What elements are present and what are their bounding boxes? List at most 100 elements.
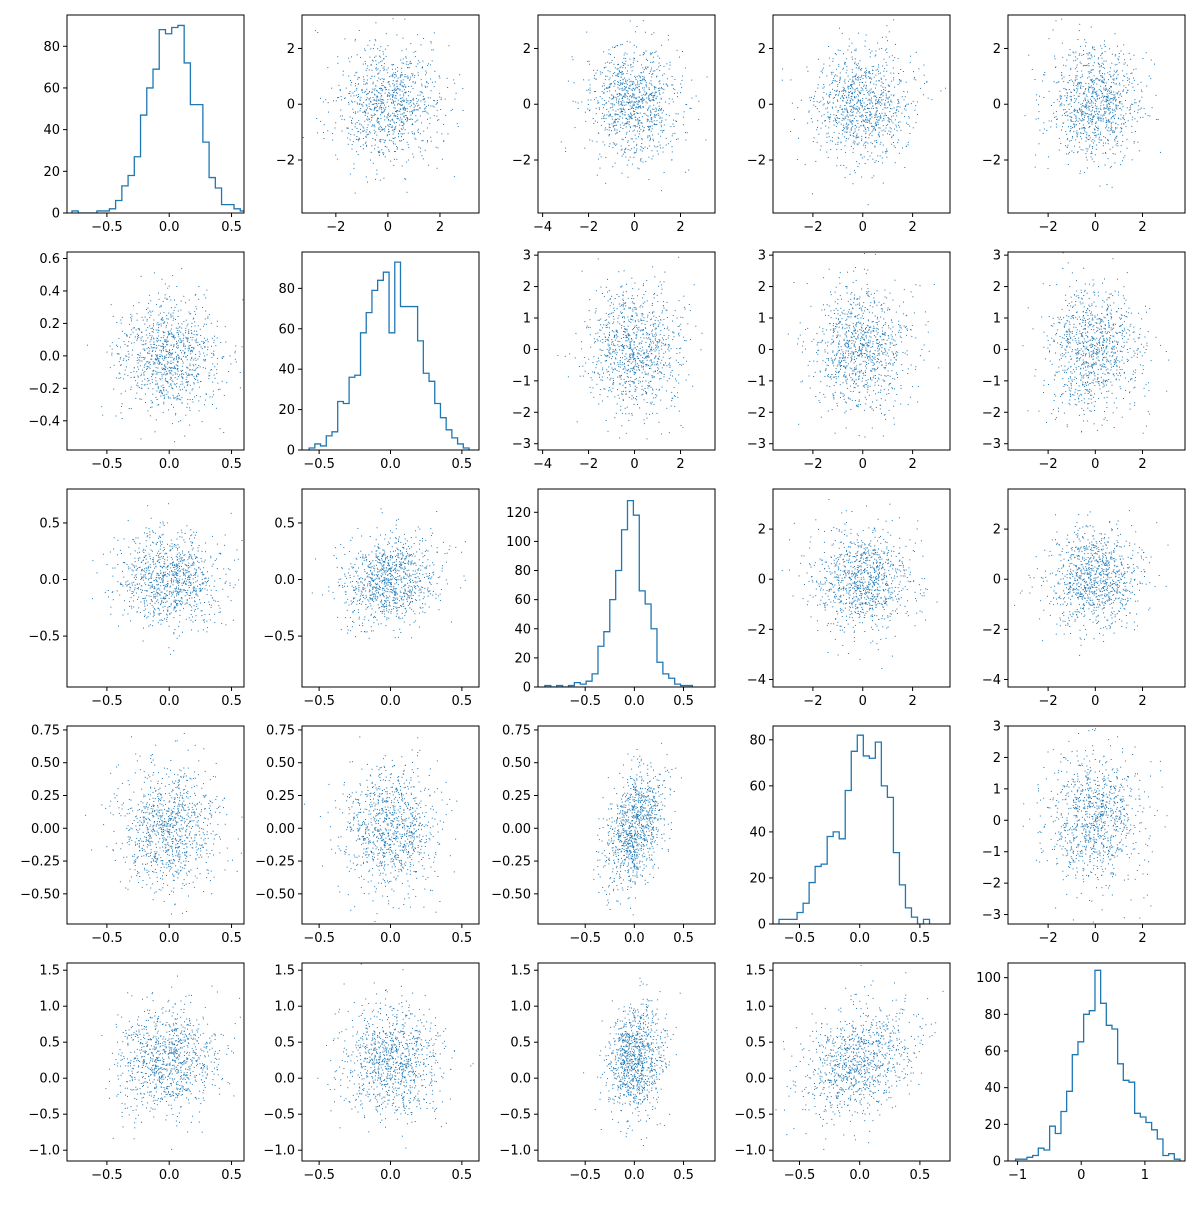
scatter-point [348,104,349,105]
scatter-point [149,333,150,334]
scatter-point [192,399,193,400]
scatter-point [144,324,145,325]
scatter-point [389,134,390,135]
scatter-point [615,80,616,81]
scatter-point [341,96,342,97]
scatter-point [388,129,389,130]
scatter-point [654,116,655,117]
scatter-point [1077,75,1078,76]
scatter-point [1130,73,1131,74]
scatter-point [827,112,828,113]
scatter-point [891,95,892,96]
scatter-point [852,77,853,78]
scatter-point [136,340,137,341]
scatter-point [877,108,878,109]
scatter-point [880,73,881,74]
scatter-point [423,158,424,159]
scatter-point [170,357,171,358]
scatter-point [812,193,813,194]
scatter-point [850,100,851,101]
x-tick-label: 2 [676,220,684,235]
scatter-point [825,126,826,127]
scatter-point [633,114,634,115]
scatter-point [633,125,634,126]
scatter-point [212,363,213,364]
scatter-point [1127,65,1128,66]
scatter-point [137,376,138,377]
scatter-point [158,336,159,337]
scatter-point [628,103,629,104]
scatter-point [854,104,855,105]
scatter-point [200,354,201,355]
scatter-point [627,92,628,93]
scatter-point [875,123,876,124]
scatter-point [820,149,821,150]
scatter-point [425,150,426,151]
scatter-point [1050,126,1051,127]
scatter-point [617,94,618,95]
scatter-point [661,120,662,121]
scatter-point [1124,59,1125,60]
scatter-point [1090,71,1091,72]
scatter-point [152,388,153,389]
scatter-point [169,367,170,368]
scatter-point [650,114,651,115]
scatter-point [121,406,122,407]
scatter-point [1109,108,1110,109]
scatter-point [640,77,641,78]
scatter-point [409,67,410,68]
scatter-point [822,72,823,73]
scatter-point [634,76,635,77]
scatter-point [849,46,850,47]
scatter-point [158,327,159,328]
scatter-point [1036,119,1037,120]
scatter-point [846,66,847,67]
scatter-point [609,87,610,88]
scatter-point [1111,117,1112,118]
scatter-point [192,369,193,370]
scatter-point [327,130,328,131]
scatter-point [157,374,158,375]
scatter-point [433,100,434,101]
scatter-point [881,85,882,86]
scatter-point [1115,129,1116,130]
scatter-point [138,337,139,338]
scatter-point [1115,137,1116,138]
scatter-point [213,351,214,352]
scatter-point [150,383,151,384]
scatter-point [672,151,673,152]
scatter-point [646,98,647,99]
scatter-point [410,92,411,93]
scatter-point [836,115,837,116]
scatter-point [141,340,142,341]
scatter-point [1075,115,1076,116]
scatter-point [882,87,883,88]
scatter-point [828,116,829,117]
scatter-point [619,70,620,71]
scatter-point [622,173,623,174]
scatter-point [877,121,878,122]
scatter-point [170,398,171,399]
scatter-point [401,72,402,73]
scatter-point [906,82,907,83]
scatter-point [1127,107,1128,108]
scatter-point [372,60,373,61]
scatter-point [182,403,183,404]
scatter-point [1091,70,1092,71]
scatter-point [1049,91,1050,92]
scatter-point [356,90,357,91]
scatter-point [1074,110,1075,111]
scatter-point [414,109,415,110]
scatter-point [854,97,855,98]
scatter-point [164,366,165,367]
scatter-point [634,111,635,112]
scatter-point [409,80,410,81]
scatter-point [797,159,798,160]
scatter-point [840,78,841,79]
scatter-point [676,121,677,122]
scatter-point [410,43,411,44]
scatter-point [128,354,129,355]
scatter-point [187,375,188,376]
scatter-point [170,300,171,301]
scatter-point [379,151,380,152]
